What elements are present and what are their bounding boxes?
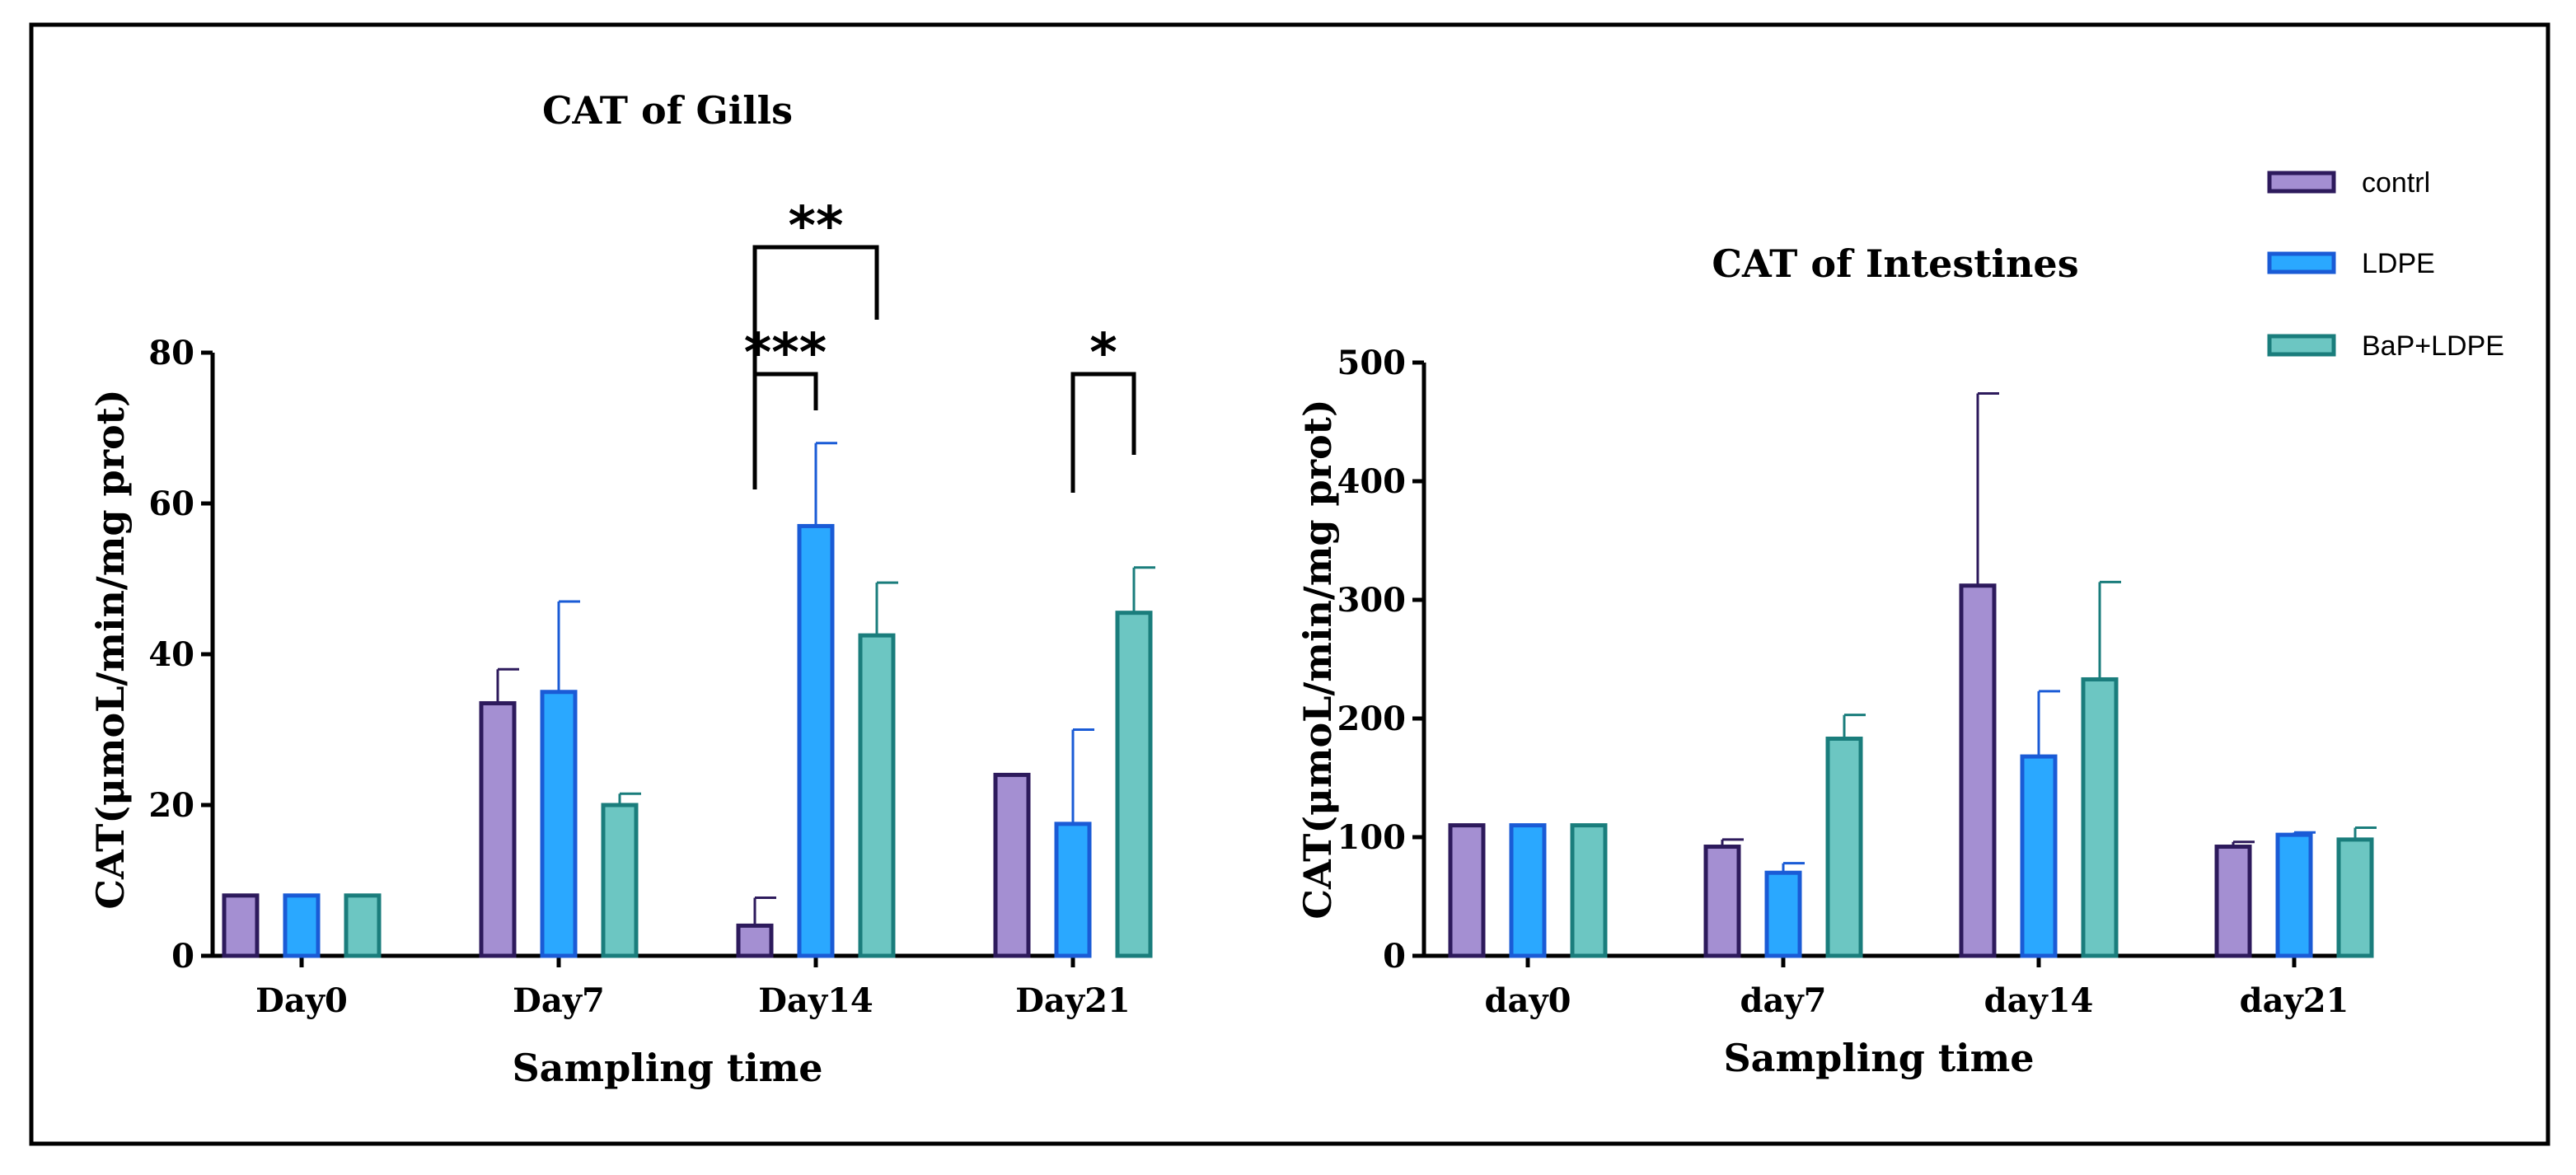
bar-ldpe-day0 [283,893,321,958]
bar-contrl-day21 [2214,845,2252,958]
bar-ldpe-day21 [2275,832,2313,958]
y-tick-label: 20 [148,786,194,825]
chart-gills-ylabel: CAT(μmoL/min/mg prot) [88,389,133,909]
legend-item-contrl: contrl [2267,167,2430,199]
bar-contrl-day0 [1448,823,1486,958]
y-tick-label: 300 [1337,581,1407,620]
significance-bracket [752,372,818,489]
x-tick-label: day0 [1485,981,1571,1020]
legend-swatch-bap-ldpe [2267,334,2336,357]
chart-intestines-ylabel: CAT(μmoL/min/mg prot) [1295,399,1340,919]
bar-bap-ldpe-day21 [2336,837,2374,958]
legend-item-bap-ldpe: BaP+LDPE [2267,330,2504,362]
significance-label: * [1089,323,1117,384]
chart-gills-xlabel: Sampling time [512,1046,822,1090]
significance-label: ** [789,196,844,257]
legend: contrl LDPE BaP+LDPE [2267,167,2504,362]
significance-label: *** [744,323,827,384]
figure-border [29,22,2550,1146]
bar-bap-ldpe-day7 [1825,736,1863,958]
bar-bap-ldpe-day14 [858,633,896,958]
x-tick-label: day21 [2240,981,2349,1020]
y-tick-label: 80 [148,334,194,372]
bar-contrl-day7 [479,700,517,958]
bar-ldpe-day7 [1764,870,1802,958]
bar-bap-ldpe-day0 [344,893,382,958]
chart-intestines: CAT of Intestines CAT(μmoL/min/mg prot) … [1295,241,2377,1080]
x-tick-label: Day21 [1015,981,1131,1020]
bar-ldpe-day21 [1054,822,1092,958]
legend-label-bap-ldpe: BaP+LDPE [2362,330,2504,362]
chart-gills-title: CAT of Gills [542,88,793,133]
x-tick-label: Day0 [255,981,348,1020]
chart-intestines-title: CAT of Intestines [1712,241,2078,286]
x-tick-label: Day14 [758,981,873,1020]
chart-intestines-xlabel: Sampling time [1723,1036,2034,1080]
bar-bap-ldpe-day21 [1115,611,1153,958]
bar-ldpe-day7 [540,690,578,958]
x-tick-label: day7 [1740,981,1827,1020]
bar-contrl-day7 [1703,845,1741,958]
legend-swatch-ldpe [2267,251,2336,274]
y-tick-label: 400 [1337,462,1407,501]
bar-ldpe-day0 [1509,823,1547,958]
y-tick-label: 500 [1337,344,1407,382]
bar-ldpe-day14 [797,523,835,958]
y-tick-label: 200 [1337,700,1407,738]
bar-contrl-day21 [993,772,1031,958]
bar-contrl-day14 [736,923,774,958]
bar-bap-ldpe-day14 [2081,676,2119,958]
significance-bracket [752,245,879,402]
y-tick-label: 100 [1337,818,1407,857]
bar-bap-ldpe-day0 [1570,823,1608,958]
x-tick-label: Day7 [513,981,605,1020]
x-tick-label: day14 [1984,981,2094,1020]
y-tick-label: 60 [148,485,194,523]
bar-bap-ldpe-day7 [601,803,639,958]
legend-label-ldpe: LDPE [2362,248,2435,279]
bar-ldpe-day14 [2020,754,2058,958]
significance-bracket [1070,372,1136,493]
y-tick-label: 0 [1383,937,1406,976]
y-tick-label: 0 [171,937,194,976]
bar-contrl-day0 [222,893,260,958]
chart-gills: CAT of Gills CAT(μmoL/min/mg prot) Sampl… [88,88,1155,1090]
legend-item-ldpe: LDPE [2267,248,2435,279]
legend-swatch-contrl [2267,171,2336,194]
bar-contrl-day14 [1959,583,1997,958]
legend-label-contrl: contrl [2362,167,2430,199]
y-tick-label: 40 [148,635,194,674]
